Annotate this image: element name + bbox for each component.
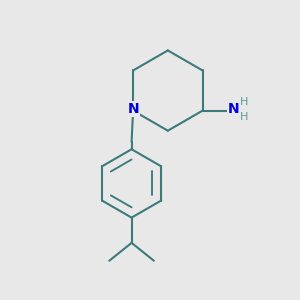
Text: H: H xyxy=(240,112,249,122)
Text: N: N xyxy=(227,102,239,116)
Text: H: H xyxy=(240,97,249,107)
Text: N: N xyxy=(127,102,139,116)
